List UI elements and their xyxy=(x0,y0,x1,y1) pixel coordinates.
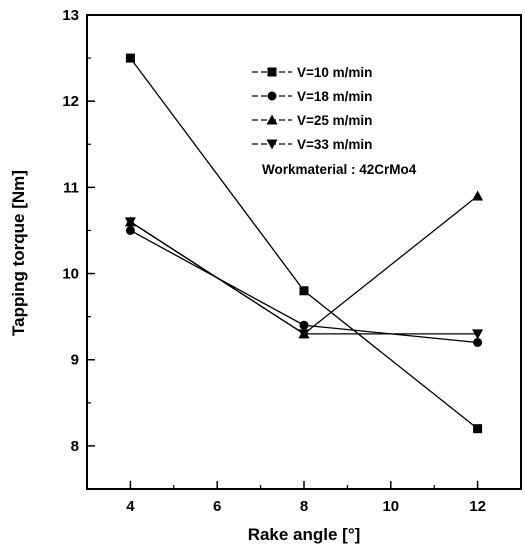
data-point xyxy=(125,53,135,63)
legend-label: V=33 m/min xyxy=(297,137,372,152)
data-point xyxy=(124,217,136,228)
x-tick-label: 6 xyxy=(213,498,221,515)
y-axis-title: Tapping torque [Nm] xyxy=(9,170,28,336)
data-point xyxy=(125,225,135,235)
series-line xyxy=(130,221,478,335)
series-3 xyxy=(124,190,484,339)
data-point xyxy=(299,320,309,330)
legend-label: V=18 m/min xyxy=(297,89,372,104)
legend-marker xyxy=(266,139,278,150)
data-point xyxy=(473,424,483,434)
y-tick-label: 10 xyxy=(62,266,79,283)
series-line xyxy=(130,195,479,335)
data-point xyxy=(298,329,310,340)
legend-item: V=18 m/min xyxy=(252,89,372,104)
legend-label: V=25 m/min xyxy=(297,113,372,128)
axis-ticks: 4 6 8 10 12 8 9 10 11 12 13 xyxy=(62,7,522,515)
legend: V=10 m/min V=18 m/min V=25 m/min V=33 m/min xyxy=(252,65,372,152)
series-2 xyxy=(125,225,483,347)
x-tick-label: 8 xyxy=(300,498,308,515)
data-point xyxy=(299,286,309,296)
legend-item: V=25 m/min xyxy=(252,113,372,128)
legend-marker xyxy=(266,114,278,125)
y-tick-label: 11 xyxy=(63,179,79,196)
x-tick-label: 4 xyxy=(126,498,135,515)
x-tick-label: 10 xyxy=(382,498,399,515)
data-point xyxy=(472,329,484,340)
legend-marker xyxy=(267,67,277,77)
data-point xyxy=(472,190,484,201)
x-axis-title: Rake angle [°] xyxy=(248,525,361,544)
legend-item: V=33 m/min xyxy=(252,137,372,152)
y-tick-label: 9 xyxy=(71,352,79,369)
legend-marker xyxy=(267,91,277,101)
data-point xyxy=(473,337,483,347)
legend-label: V=10 m/min xyxy=(297,65,372,80)
workmaterial-annotation: Workmaterial : 42CrMo4 xyxy=(262,162,417,177)
x-tick-label: 12 xyxy=(469,498,486,515)
data-series xyxy=(124,53,484,434)
series-1 xyxy=(125,53,483,434)
series-4 xyxy=(124,217,484,340)
y-tick-label: 13 xyxy=(62,7,79,24)
legend-item: V=10 m/min xyxy=(252,65,372,80)
y-tick-label: 12 xyxy=(62,93,79,110)
y-tick-label: 8 xyxy=(71,438,79,455)
